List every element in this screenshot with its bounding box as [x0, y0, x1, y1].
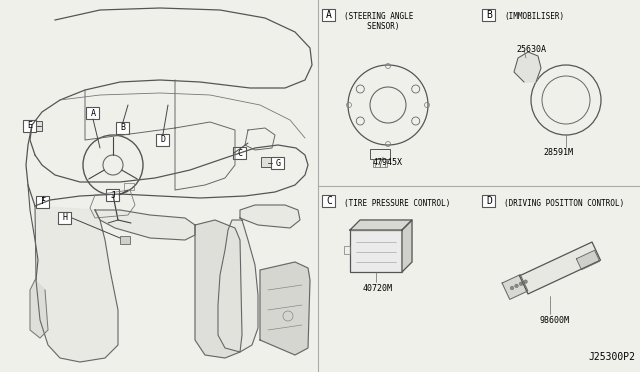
Text: C: C	[237, 148, 243, 157]
Bar	[120, 236, 130, 244]
Polygon shape	[350, 220, 412, 230]
FancyBboxPatch shape	[482, 195, 495, 207]
Bar	[275, 160, 281, 166]
Text: J: J	[111, 190, 115, 199]
Text: (TIRE PRESSURE CONTROL): (TIRE PRESSURE CONTROL)	[344, 199, 451, 208]
Bar	[350, 230, 402, 272]
FancyBboxPatch shape	[271, 157, 284, 169]
Text: E: E	[28, 122, 33, 131]
Text: H: H	[63, 214, 67, 222]
Polygon shape	[260, 262, 310, 355]
Text: D: D	[161, 135, 166, 144]
Bar	[124, 183, 134, 190]
Circle shape	[510, 286, 514, 290]
FancyBboxPatch shape	[23, 120, 36, 132]
Polygon shape	[240, 205, 300, 228]
FancyBboxPatch shape	[116, 122, 129, 134]
Text: A: A	[90, 109, 95, 118]
Polygon shape	[95, 210, 195, 240]
Text: (STEERING ANGLE: (STEERING ANGLE	[344, 12, 413, 21]
Text: D: D	[486, 196, 492, 206]
Circle shape	[524, 280, 527, 283]
Polygon shape	[218, 220, 258, 352]
FancyBboxPatch shape	[322, 195, 335, 207]
Text: B: B	[486, 10, 492, 20]
Circle shape	[519, 282, 523, 286]
Bar	[370, 149, 390, 159]
Text: B: B	[120, 124, 125, 132]
Text: 98600M: 98600M	[540, 316, 570, 325]
Polygon shape	[520, 242, 600, 294]
Polygon shape	[514, 52, 541, 82]
Bar	[261, 157, 275, 167]
Bar	[32, 121, 42, 131]
FancyBboxPatch shape	[322, 9, 335, 21]
Bar	[373, 159, 387, 167]
FancyBboxPatch shape	[233, 147, 246, 159]
Polygon shape	[35, 206, 118, 362]
Text: G: G	[275, 158, 280, 167]
Text: 40720M: 40720M	[363, 284, 393, 293]
FancyBboxPatch shape	[106, 189, 119, 201]
FancyBboxPatch shape	[156, 134, 169, 146]
Polygon shape	[402, 220, 412, 272]
Text: (IMMOBILISER): (IMMOBILISER)	[504, 12, 564, 21]
Polygon shape	[30, 280, 48, 338]
Text: (DRIVING POSITTON CONTROL): (DRIVING POSITTON CONTROL)	[504, 199, 624, 208]
Bar	[344, 246, 350, 254]
Text: SENSOR): SENSOR)	[344, 22, 399, 31]
FancyBboxPatch shape	[482, 9, 495, 21]
Text: J25300P2: J25300P2	[588, 352, 635, 362]
Polygon shape	[502, 275, 528, 299]
Polygon shape	[577, 250, 600, 270]
Text: A: A	[326, 10, 332, 20]
FancyBboxPatch shape	[86, 107, 99, 119]
Text: 28591M: 28591M	[543, 148, 573, 157]
Text: 47945X: 47945X	[373, 158, 403, 167]
Text: 25630A: 25630A	[516, 45, 546, 54]
Polygon shape	[195, 220, 242, 358]
Text: C: C	[326, 196, 332, 206]
FancyBboxPatch shape	[58, 212, 71, 224]
FancyBboxPatch shape	[36, 196, 49, 208]
Circle shape	[515, 284, 518, 288]
Text: F: F	[40, 198, 45, 206]
